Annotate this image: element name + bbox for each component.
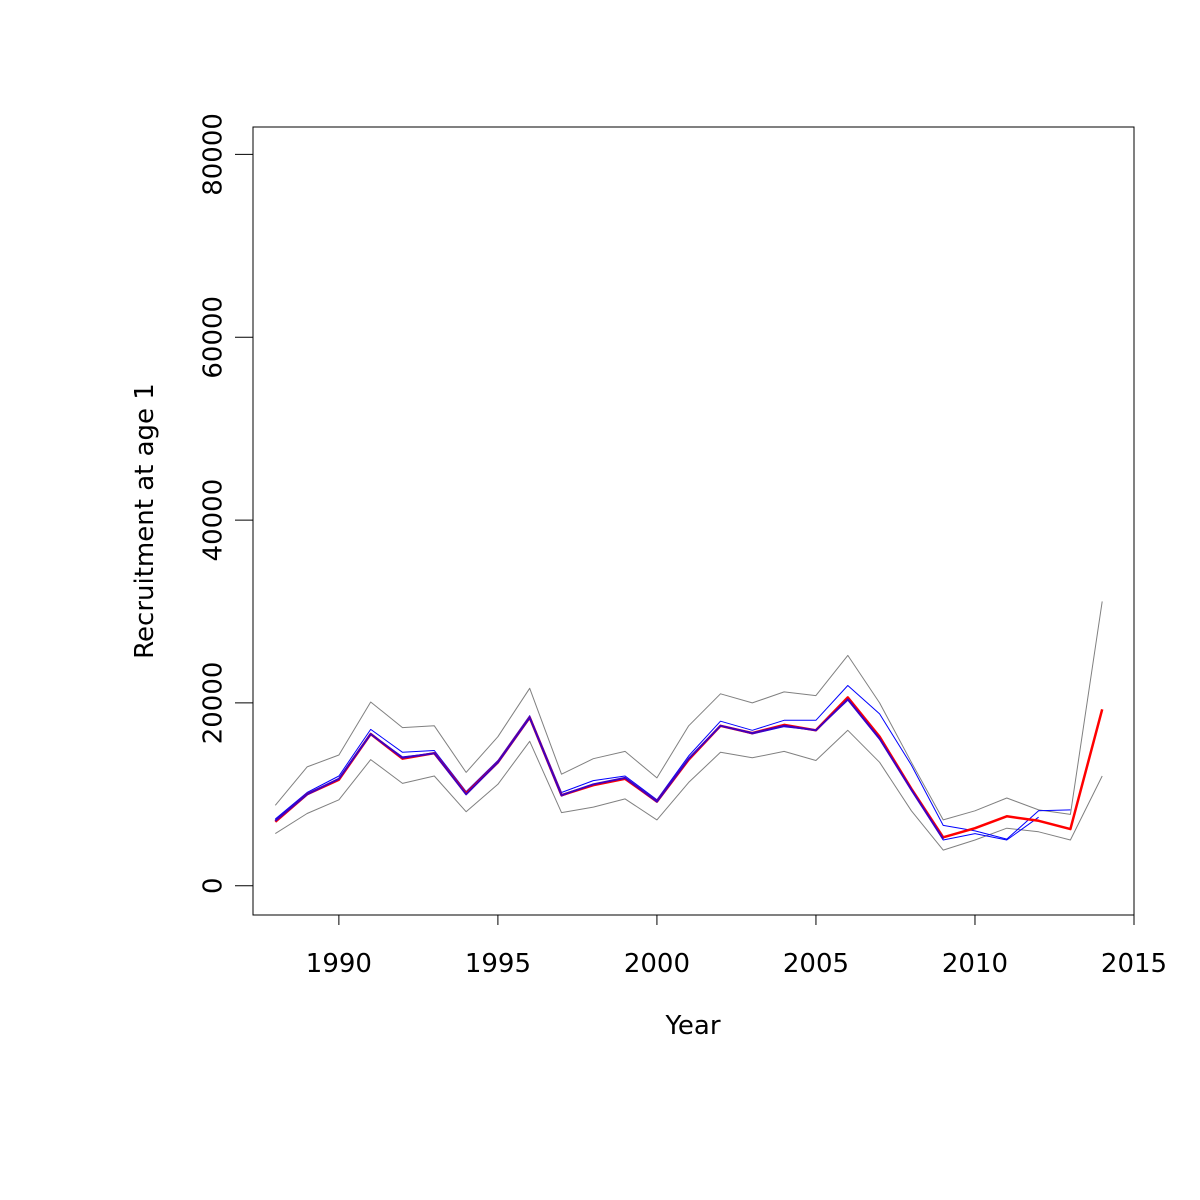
series-line-6 (274, 698, 945, 840)
series-line-1 (274, 601, 1103, 821)
x-tick-label: 2000 (624, 949, 690, 979)
x-tick-label: 2015 (1101, 949, 1167, 979)
y-tick-label: 40000 (199, 479, 229, 562)
plot-frame (252, 126, 1135, 916)
x-tick-label: 1995 (465, 949, 531, 979)
series-line-2 (275, 729, 1103, 851)
y-tick-label: 0 (199, 877, 229, 894)
x-axis: 1990 1995 2000 2005 2010 2015 (306, 914, 1167, 979)
series-line-4 (274, 699, 1039, 841)
x-tick-label: 2005 (783, 949, 849, 979)
y-axis: 0 20000 40000 60000 80000 (199, 113, 254, 894)
series-line-5 (274, 696, 1104, 839)
y-tick-label: 80000 (199, 113, 229, 196)
y-tick-label: 60000 (199, 296, 229, 379)
x-axis-title: Year (664, 1011, 720, 1041)
y-axis-title: Recruitment at age 1 (130, 383, 160, 659)
y-tick-label: 20000 (199, 662, 229, 745)
series-line-3 (274, 685, 1071, 840)
x-tick-label: 2010 (942, 949, 1008, 979)
series-layer (274, 601, 1104, 851)
x-tick-label: 1990 (306, 949, 372, 979)
